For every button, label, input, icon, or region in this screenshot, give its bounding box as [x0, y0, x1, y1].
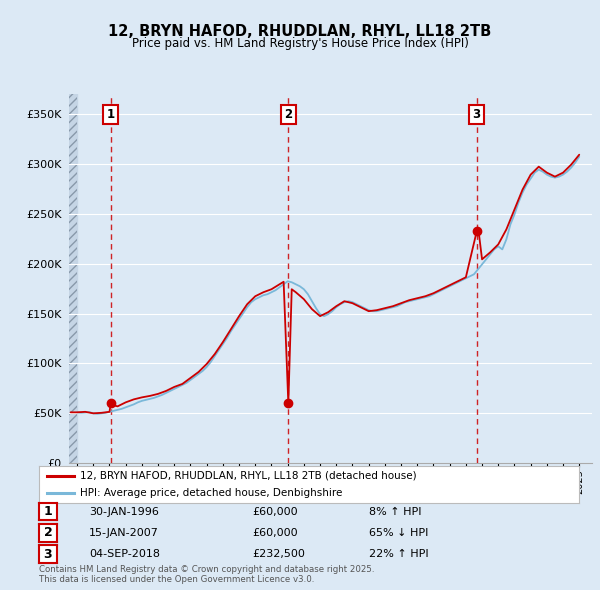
Text: £232,500: £232,500 [252, 549, 305, 559]
Text: 12, BRYN HAFOD, RHUDDLAN, RHYL, LL18 2TB: 12, BRYN HAFOD, RHUDDLAN, RHYL, LL18 2TB [109, 24, 491, 38]
Text: Price paid vs. HM Land Registry's House Price Index (HPI): Price paid vs. HM Land Registry's House … [131, 37, 469, 50]
Text: 65% ↓ HPI: 65% ↓ HPI [369, 528, 428, 537]
Text: 3: 3 [473, 108, 481, 121]
Text: HPI: Average price, detached house, Denbighshire: HPI: Average price, detached house, Denb… [79, 488, 342, 498]
Text: 2: 2 [44, 526, 52, 539]
Text: 30-JAN-1996: 30-JAN-1996 [89, 507, 158, 516]
Text: Contains HM Land Registry data © Crown copyright and database right 2025.
This d: Contains HM Land Registry data © Crown c… [39, 565, 374, 584]
Bar [69, 94, 77, 463]
Text: £60,000: £60,000 [252, 528, 298, 537]
Text: 12, BRYN HAFOD, RHUDDLAN, RHYL, LL18 2TB (detached house): 12, BRYN HAFOD, RHUDDLAN, RHYL, LL18 2TB… [79, 471, 416, 481]
Text: 1: 1 [107, 108, 115, 121]
Text: 22% ↑ HPI: 22% ↑ HPI [369, 549, 428, 559]
Text: 2: 2 [284, 108, 292, 121]
Text: 1: 1 [44, 505, 52, 518]
Text: 8% ↑ HPI: 8% ↑ HPI [369, 507, 421, 516]
Text: 04-SEP-2018: 04-SEP-2018 [89, 549, 160, 559]
Text: £60,000: £60,000 [252, 507, 298, 516]
Text: 3: 3 [44, 548, 52, 560]
Text: 15-JAN-2007: 15-JAN-2007 [89, 528, 158, 537]
